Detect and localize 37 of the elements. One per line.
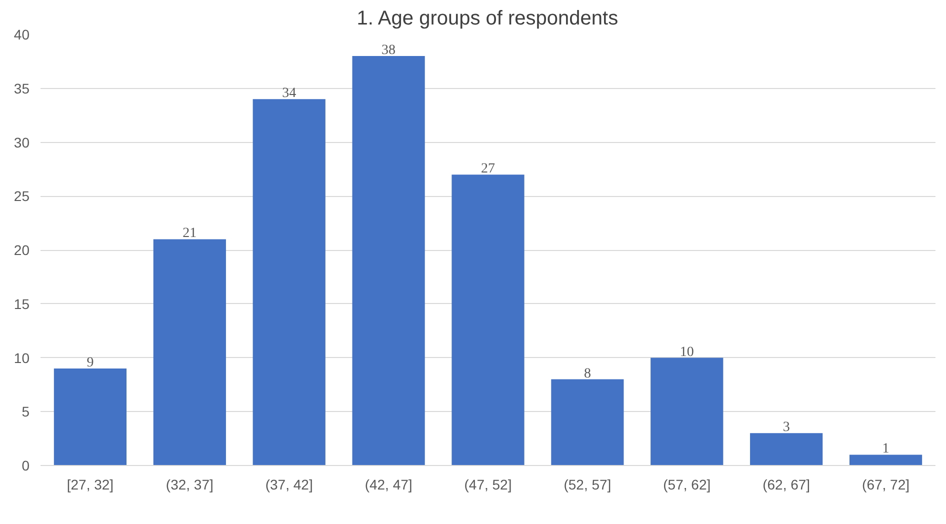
y-tick-label: 20 bbox=[14, 242, 30, 258]
x-tick-label: [27, 32] bbox=[66, 476, 114, 492]
data-label: 21 bbox=[182, 226, 197, 242]
y-tick-label: 15 bbox=[14, 296, 30, 312]
x-tick-label: (57, 62] bbox=[663, 476, 711, 492]
bar bbox=[750, 433, 823, 466]
bar bbox=[650, 358, 724, 466]
data-label: 3 bbox=[782, 420, 790, 436]
chart-title: 1. Age groups of respondents bbox=[356, 8, 618, 30]
data-label: 9 bbox=[86, 356, 94, 371]
y-tick-label: 35 bbox=[14, 80, 30, 96]
bar bbox=[849, 454, 922, 466]
bar bbox=[352, 56, 425, 466]
bar bbox=[551, 379, 624, 466]
bar bbox=[452, 174, 524, 466]
x-tick-label: (62, 67] bbox=[762, 476, 810, 492]
x-tick-label: (47, 52] bbox=[464, 476, 512, 492]
y-tick-label: 10 bbox=[14, 350, 30, 366]
x-tick-label: (42, 47] bbox=[364, 476, 412, 492]
x-tick-label: (52, 57] bbox=[564, 476, 612, 492]
data-label: 34 bbox=[282, 86, 296, 102]
bar bbox=[153, 239, 226, 466]
y-tick-label: 25 bbox=[14, 188, 30, 204]
bar bbox=[252, 99, 326, 466]
y-tick-label: 30 bbox=[14, 134, 30, 150]
data-label: 8 bbox=[584, 366, 591, 382]
data-label: 27 bbox=[481, 162, 495, 177]
x-tick-label: (67, 72] bbox=[862, 476, 910, 492]
x-tick-label: (32, 37] bbox=[166, 476, 214, 492]
data-label: 10 bbox=[680, 344, 694, 360]
data-label: 38 bbox=[382, 43, 396, 58]
x-tick-label: (37, 42] bbox=[265, 476, 313, 492]
y-tick-label: 0 bbox=[22, 458, 30, 474]
y-tick-label: 40 bbox=[14, 26, 30, 42]
y-tick-label: 5 bbox=[22, 404, 30, 420]
data-label: 1 bbox=[882, 442, 890, 457]
bar bbox=[54, 368, 127, 466]
